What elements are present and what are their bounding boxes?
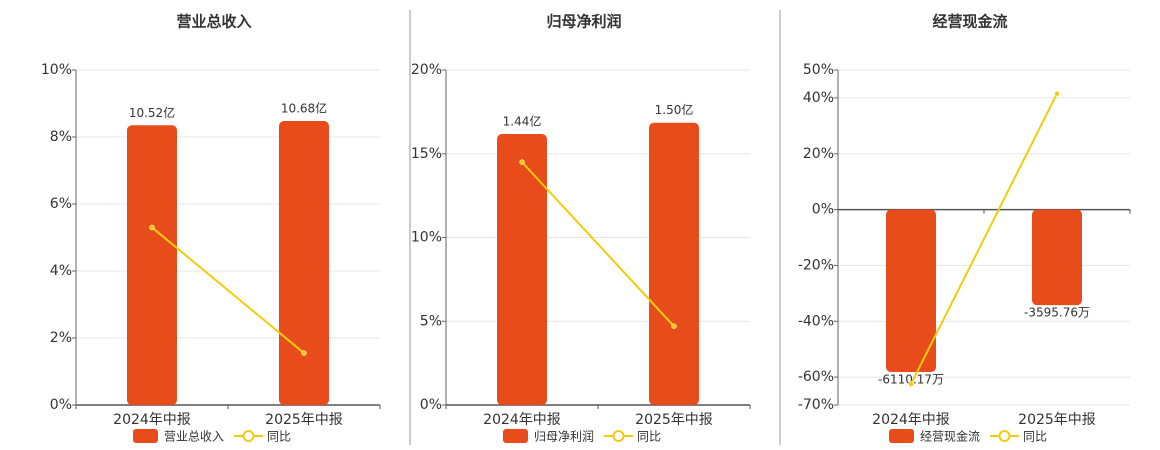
line (910, 93, 1058, 385)
x-tick-label: 2024年中报 (872, 412, 950, 428)
legend-swatch (889, 429, 914, 443)
chart-title: 营业总收入 (176, 13, 251, 31)
value-label: -6110.17万 (878, 373, 944, 387)
y-tick-label: 15% (411, 146, 442, 162)
chart-title: 归母净利润 (546, 13, 621, 31)
y-tick-label: -70% (798, 397, 834, 413)
y-tick-label: 0% (50, 397, 72, 413)
value-label: 10.52亿 (129, 105, 175, 120)
x-tick-label: 2025年中报 (635, 412, 713, 428)
point (671, 323, 677, 330)
chart-title: 经营现金流 (932, 13, 1007, 31)
y-tick-label: 4% (50, 263, 72, 279)
bar (886, 209, 936, 373)
y-tick-label: 20% (411, 62, 442, 78)
y-tick-label: -20% (798, 257, 834, 273)
legend-label: 同比 (1023, 430, 1047, 444)
y-tick-label: 40% (803, 90, 834, 106)
value-label: 10.68亿 (281, 101, 327, 116)
x-tick-label: 2025年中报 (1018, 412, 1096, 428)
line (521, 161, 675, 327)
point (301, 350, 307, 356)
y-tick-label: -60% (798, 369, 834, 385)
y-tick-label: 50% (803, 62, 834, 78)
legend-swatch (242, 430, 255, 442)
legend-swatch (998, 430, 1011, 442)
y-tick-label: 2% (50, 330, 72, 346)
y-tick-label: 5% (420, 313, 442, 329)
bar (279, 121, 329, 406)
x-tick-label: 2024年中报 (113, 412, 191, 428)
y-tick-label: 10% (41, 62, 72, 78)
value-label: -3595.76万 (1024, 306, 1090, 320)
bar (649, 122, 699, 406)
y-tick-label: 8% (50, 129, 72, 145)
legend-label: 经营现金流 (920, 429, 980, 444)
point (519, 159, 525, 165)
legend-label: 营业总收入 (164, 430, 224, 444)
legend-swatch (503, 429, 528, 443)
y-tick-label: -40% (798, 313, 834, 329)
legend-swatch (133, 429, 158, 443)
legend-swatch (612, 430, 625, 442)
point (1054, 90, 1060, 97)
bar (497, 133, 547, 405)
legend-label: 同比 (267, 430, 291, 444)
point (908, 381, 914, 387)
line (151, 226, 305, 354)
bar (127, 125, 177, 406)
y-tick-label: 10% (411, 230, 442, 246)
y-tick-label: 6% (50, 196, 72, 212)
legend-label: 同比 (637, 430, 661, 444)
y-tick-label: 0% (420, 397, 442, 413)
bar (1032, 209, 1082, 306)
x-tick-label: 2025年中报 (265, 412, 343, 428)
legend-label: 归母净利润 (534, 430, 594, 444)
value-label: 1.44亿 (503, 113, 542, 128)
x-tick-label: 2024年中报 (483, 412, 561, 428)
y-tick-label: 20% (803, 146, 834, 162)
point (149, 224, 155, 231)
y-tick-label: 0% (812, 202, 834, 218)
value-label: 1.50亿 (655, 102, 694, 117)
